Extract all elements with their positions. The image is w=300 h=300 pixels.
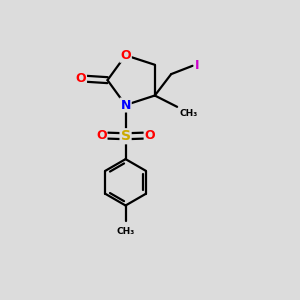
Text: CH₃: CH₃	[116, 227, 135, 236]
Text: O: O	[120, 49, 131, 62]
Text: O: O	[145, 129, 155, 142]
Text: O: O	[96, 129, 106, 142]
Text: O: O	[75, 72, 86, 85]
Text: S: S	[121, 129, 130, 143]
Text: I: I	[195, 59, 199, 72]
Text: N: N	[120, 98, 131, 112]
Text: CH₃: CH₃	[179, 109, 198, 118]
